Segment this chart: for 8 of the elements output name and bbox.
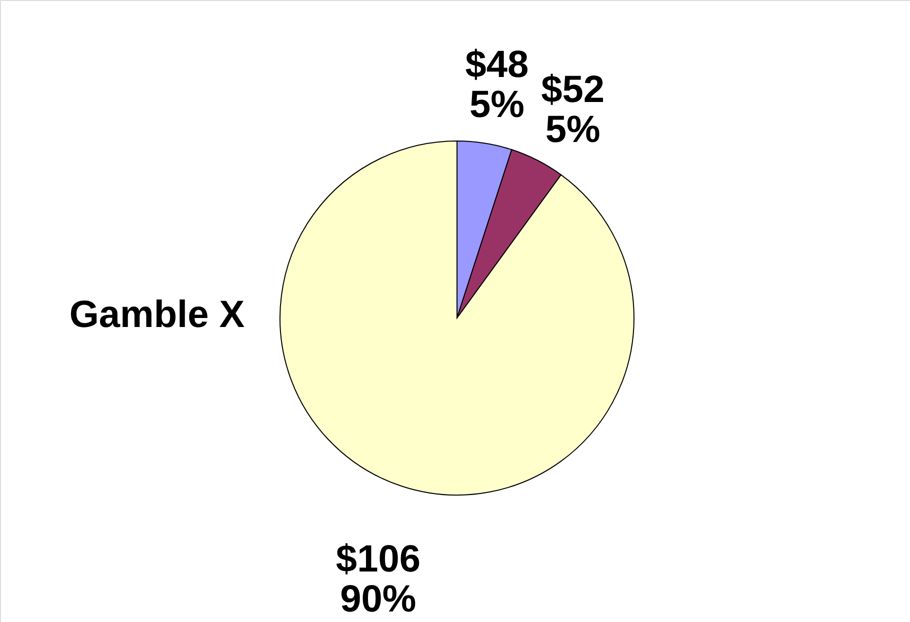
slice-label: $106 xyxy=(336,538,420,581)
text: Gamble X xyxy=(69,294,246,336)
data-label: 5% xyxy=(545,108,600,151)
slice-label: $52 xyxy=(541,68,604,111)
data-label: 90% xyxy=(340,578,416,621)
pie-slice xyxy=(280,140,634,496)
slice-label: $48 xyxy=(465,44,529,86)
data-label: 5% xyxy=(469,84,524,126)
